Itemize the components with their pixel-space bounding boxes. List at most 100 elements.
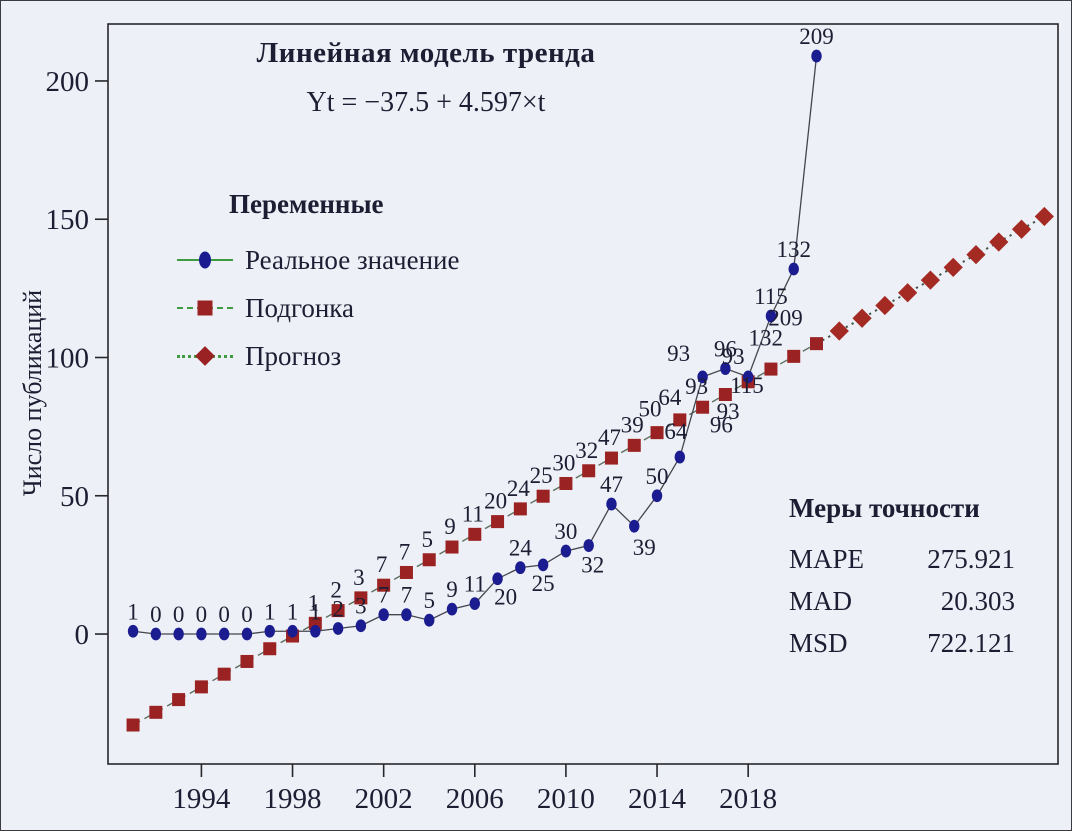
forecast-point xyxy=(920,270,941,290)
data-label: 1 xyxy=(264,599,276,624)
fit-point xyxy=(217,667,231,681)
data-label: 96 xyxy=(714,337,737,362)
data-label: 11 xyxy=(464,572,486,597)
fit-point xyxy=(331,604,345,618)
fit-point xyxy=(149,705,163,719)
x-tick-label: 2018 xyxy=(719,783,777,815)
data-label: 32 xyxy=(575,438,598,463)
accuracy-row-mape: MAPE 275.921 xyxy=(789,538,1015,580)
data-label: 24 xyxy=(507,476,531,501)
forecast-point xyxy=(1011,219,1032,239)
forecast-point xyxy=(989,232,1009,252)
actual-point xyxy=(310,624,321,638)
legend: Переменные Реальное значение Подгонка Пр… xyxy=(177,189,459,380)
fit-point xyxy=(810,337,824,351)
data-label: 39 xyxy=(633,535,656,560)
x-tick-label: 2006 xyxy=(446,783,504,815)
actual-point xyxy=(173,627,184,641)
legend-item-label: Подгонка xyxy=(245,292,355,323)
data-label: 25 xyxy=(530,463,553,488)
data-label: 9 xyxy=(446,577,458,602)
forecast-point xyxy=(875,295,895,316)
legend-item-forecast: Прогноз xyxy=(177,332,459,380)
data-label: 39 xyxy=(621,412,644,437)
actual-point xyxy=(401,608,412,622)
fit-point xyxy=(468,527,482,541)
actual-point xyxy=(537,558,549,572)
data-label: 24 xyxy=(509,536,533,561)
data-label: 115 xyxy=(730,373,764,398)
diamond-marker-icon xyxy=(177,345,233,367)
fit-point xyxy=(399,565,413,579)
x-tick-label: 2014 xyxy=(628,783,687,815)
actual-point xyxy=(492,572,503,586)
data-label: 1 xyxy=(127,599,139,624)
data-label: 32 xyxy=(581,553,604,578)
y-tick-label: 200 xyxy=(46,66,90,98)
fit-point xyxy=(354,591,368,605)
accuracy-metric-value: 20.303 xyxy=(940,586,1015,616)
y-axis-label: Число публикаций xyxy=(18,289,47,497)
data-label: 0 xyxy=(241,602,253,627)
x-tick-label: 2002 xyxy=(355,783,413,815)
data-label: 96 xyxy=(710,412,733,437)
actual-point xyxy=(150,627,162,641)
fit-point xyxy=(582,464,596,478)
actual-point xyxy=(378,608,389,622)
data-label: 2 xyxy=(332,596,344,621)
data-label: 5 xyxy=(423,588,435,613)
data-label: 47 xyxy=(600,472,623,497)
accuracy-metric-name: MSD xyxy=(789,628,848,658)
accuracy-row-msd: MSD 722.121 xyxy=(789,622,1015,664)
fit-point xyxy=(764,362,778,376)
actual-point xyxy=(697,370,708,384)
actual-point xyxy=(241,627,253,641)
data-label: 20 xyxy=(484,489,507,514)
actual-point xyxy=(560,544,572,558)
actual-point xyxy=(742,370,754,384)
data-label: 0 xyxy=(150,602,162,627)
actual-point xyxy=(287,624,298,638)
fit-point xyxy=(650,426,664,440)
fit-point xyxy=(513,502,527,516)
fit-point xyxy=(604,451,618,465)
actual-point xyxy=(583,539,594,552)
data-label: 1 xyxy=(287,599,299,624)
actual-point xyxy=(811,49,822,63)
fit-point xyxy=(491,515,505,529)
data-label: 25 xyxy=(532,571,555,596)
forecast-point xyxy=(852,308,872,328)
trend-equation: Yt = −37.5 + 4.597×t xyxy=(306,87,546,118)
actual-point xyxy=(674,450,686,464)
x-tick-label: 2010 xyxy=(537,783,595,815)
legend-item-label: Прогноз xyxy=(245,340,342,371)
fit-point xyxy=(240,654,254,668)
circle-marker-icon xyxy=(177,249,233,271)
data-label: 5 xyxy=(421,527,433,552)
data-label: 47 xyxy=(598,425,621,450)
accuracy-row-mad: MAD 20.303 xyxy=(789,580,1015,622)
actual-point xyxy=(629,519,640,533)
actual-point xyxy=(264,624,275,638)
actual-point xyxy=(196,627,207,641)
data-label: 30 xyxy=(552,450,575,475)
fit-point xyxy=(263,642,277,656)
fit-point xyxy=(696,400,710,414)
actual-point xyxy=(127,624,139,638)
y-tick-label: 50 xyxy=(60,481,89,513)
fit-point xyxy=(787,349,801,363)
accuracy-metric-name: MAD xyxy=(789,586,853,616)
actual-point xyxy=(765,309,777,323)
accuracy-title: Меры точности xyxy=(789,493,980,523)
data-label: 11 xyxy=(462,501,484,526)
data-label: 9 xyxy=(444,514,456,539)
plot-frame xyxy=(107,23,1059,765)
data-label: 93 xyxy=(667,341,690,366)
data-label: 3 xyxy=(355,594,367,619)
fit-point xyxy=(445,540,459,554)
data-label: 7 xyxy=(399,539,411,564)
actual-point xyxy=(424,613,435,627)
data-label: 93 xyxy=(717,399,740,424)
fit-point xyxy=(718,387,732,401)
